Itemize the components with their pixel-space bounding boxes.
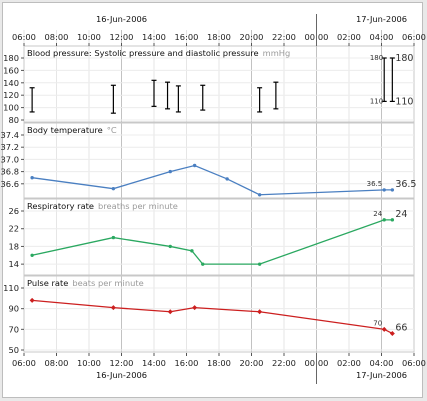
x-tick-label-top: 04:00 — [370, 32, 394, 42]
chart-frame — [2, 2, 423, 398]
data-point — [192, 163, 197, 168]
x-tick-label-bottom: 22:00 — [272, 358, 296, 368]
x-tick-label-top: 14:00 — [142, 32, 166, 42]
x-tick-label-bottom: 16:00 — [175, 358, 199, 368]
x-tick-label-top: 08:00 — [45, 32, 69, 42]
x-tick-label-bottom: 20:00 — [240, 358, 264, 368]
x-tick-label-top: 18:00 — [207, 32, 231, 42]
bp-diastolic-label-big: 110 — [395, 96, 413, 107]
y-tick-label: 70 — [8, 324, 19, 334]
data-point — [167, 309, 173, 315]
bp-diastolic-label: 110 — [370, 97, 383, 105]
x-tick-label-top: 06:00 — [12, 32, 36, 42]
series-line — [32, 299, 393, 335]
date-label-bottom: 16-Jun-2006 — [96, 370, 147, 380]
last-value-label-big: 36.5 — [395, 179, 416, 190]
data-point — [30, 253, 34, 257]
data-point — [257, 193, 262, 197]
y-tick-label: 180 — [3, 53, 19, 63]
x-tick-label-top: 16:00 — [175, 32, 199, 42]
data-point — [389, 330, 395, 336]
panel-border — [23, 122, 415, 199]
last-value-label: 24 — [373, 210, 382, 218]
data-point — [168, 169, 172, 174]
data-point — [110, 305, 116, 311]
y-tick-label: 37.0 — [1, 154, 19, 164]
x-tick-label-bottom: 18:00 — [207, 358, 231, 368]
data-point — [201, 262, 205, 266]
last-value-label-big: 66 — [395, 322, 407, 333]
x-tick-label-bottom: 06:00 — [12, 358, 36, 368]
y-tick-label: 110 — [3, 283, 19, 293]
x-tick-label-top: 10:00 — [77, 32, 101, 42]
data-point — [111, 235, 116, 240]
bp-systolic-label-big: 180 — [395, 53, 413, 64]
y-tick-label: 90 — [8, 304, 19, 314]
data-point — [190, 249, 194, 253]
date-label-top: 16-Jun-2006 — [96, 14, 147, 24]
series-line — [32, 164, 393, 196]
data-point — [382, 218, 386, 222]
panel-unit: mmHg — [263, 48, 291, 58]
data-point — [192, 305, 198, 311]
data-point — [111, 186, 116, 191]
data-point — [168, 244, 172, 249]
data-point — [381, 326, 387, 332]
y-tick-label: 160 — [3, 65, 19, 75]
data-point — [390, 218, 395, 222]
x-tick-label-top: 02:00 — [337, 32, 361, 42]
y-tick-label: 37.2 — [1, 142, 19, 152]
y-tick-label: 100 — [3, 103, 19, 113]
x-tick-label-bottom: 06:00 — [402, 358, 426, 368]
x-tick-label-bottom: 08:00 — [45, 358, 69, 368]
y-tick-label: 80 — [8, 115, 19, 125]
y-tick-label: 36.6 — [1, 179, 19, 189]
y-tick-label: 14 — [8, 259, 19, 269]
panel-unit: beats per minute — [72, 278, 143, 288]
y-tick-label: 26 — [8, 206, 19, 216]
y-tick-label: 120 — [3, 90, 19, 100]
x-tick-label-top: 20:00 — [240, 32, 264, 42]
panel-title: Blood pressure: Systolic pressure and di… — [27, 48, 259, 58]
y-tick-label: 50 — [8, 345, 19, 355]
x-tick-label-top: 12:00 — [110, 32, 134, 42]
x-tick-label-top: 22:00 — [272, 32, 296, 42]
x-tick-label-bottom: 14:00 — [142, 358, 166, 368]
data-point — [390, 188, 395, 192]
series-line — [31, 219, 393, 265]
x-tick-label-bottom: 04:00 — [370, 358, 394, 368]
date-label-top: 17-Jun-2006 — [356, 14, 407, 24]
bp-systolic-label: 180 — [370, 54, 383, 62]
y-tick-label: 18 — [8, 241, 19, 251]
panel-title: Body temperature — [27, 125, 103, 135]
date-label-bottom: 17-Jun-2006 — [356, 370, 407, 380]
last-value-label-big: 24 — [395, 209, 407, 220]
data-point — [257, 309, 263, 315]
data-point — [382, 188, 386, 192]
data-point — [257, 262, 262, 266]
panel-unit: breaths per minute — [98, 201, 178, 211]
data-point — [30, 176, 34, 180]
x-tick-label-bottom: 10:00 — [77, 358, 101, 368]
x-tick-label-top: 06:00 — [402, 32, 426, 42]
data-point — [225, 177, 229, 181]
panel-border — [23, 275, 415, 353]
panel-unit: °C — [107, 125, 117, 135]
x-tick-label-bottom: 02:00 — [337, 358, 361, 368]
x-tick-label-bottom: 12:00 — [110, 358, 134, 368]
panel-border — [23, 198, 415, 276]
last-value-label: 70 — [373, 319, 382, 327]
last-value-label: 36.5 — [367, 180, 383, 188]
y-tick-label: 37.4 — [1, 130, 19, 140]
y-tick-label: 140 — [3, 78, 19, 88]
panel-title: Respiratory rate — [27, 201, 94, 211]
y-tick-label: 36.8 — [1, 167, 19, 177]
data-point — [29, 297, 35, 303]
panel-title: Pulse rate — [27, 278, 68, 288]
y-tick-label: 22 — [8, 224, 19, 234]
